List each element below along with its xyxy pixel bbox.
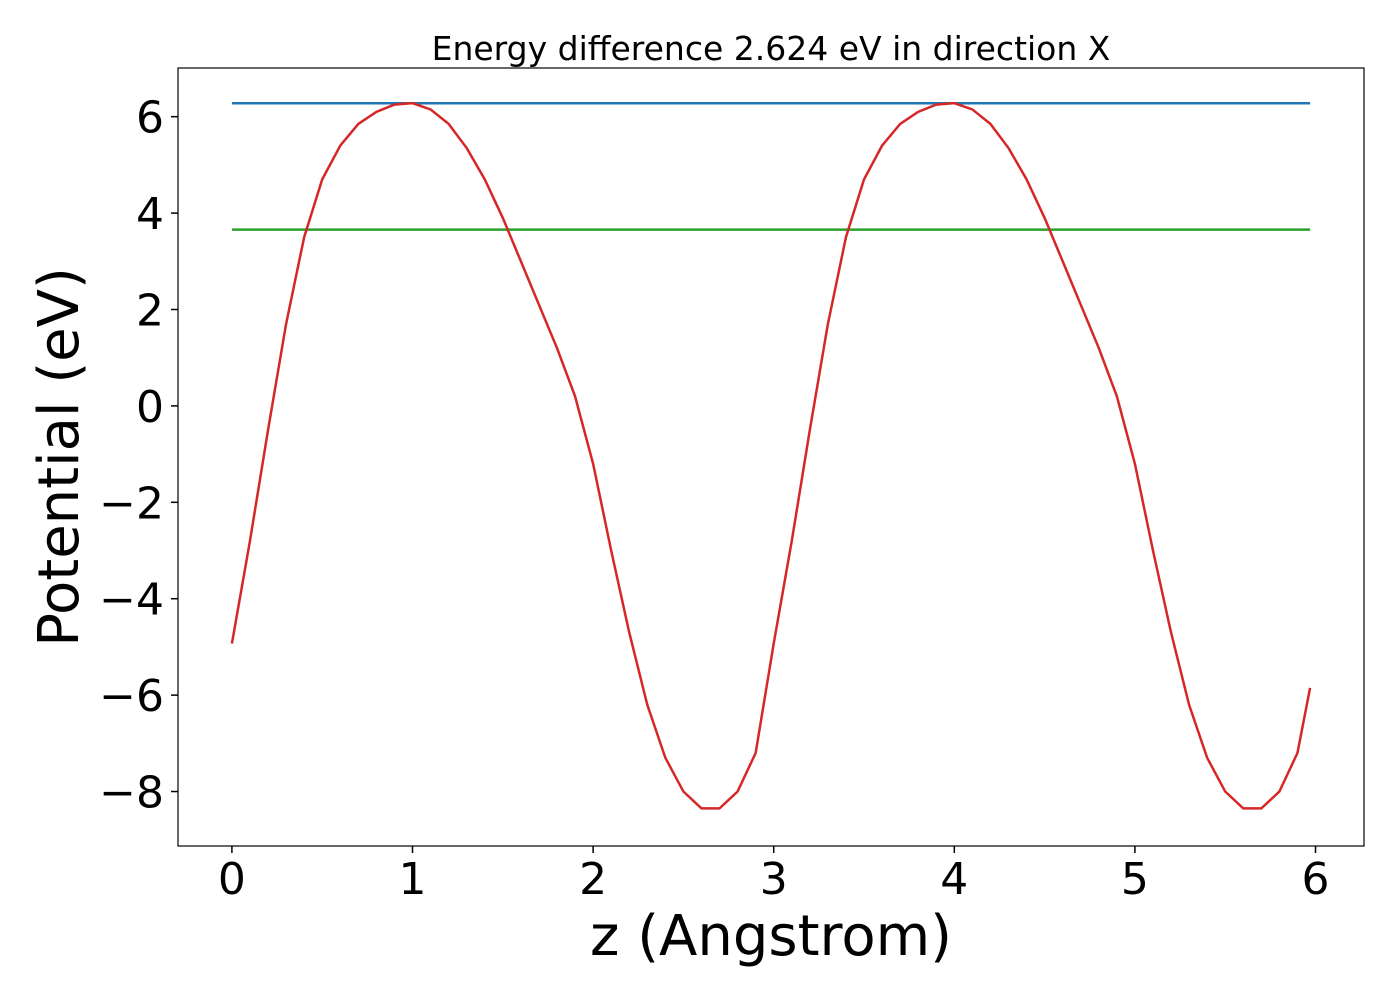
- x-tick-label: 4: [940, 854, 968, 905]
- y-tick-label: 4: [136, 189, 164, 240]
- y-tick-label: 0: [136, 382, 164, 433]
- y-tick-label: −6: [99, 671, 164, 722]
- x-tick-label: 3: [760, 854, 788, 905]
- x-tick-label: 0: [218, 854, 246, 905]
- x-tick-label: 2: [579, 854, 607, 905]
- line-series: [230, 101, 1312, 810]
- y-tick-label: 6: [136, 93, 164, 144]
- y-tick-label: −4: [99, 575, 164, 626]
- y-tick-label: −8: [99, 768, 164, 819]
- y-axis-label: Potential (eV): [27, 267, 92, 647]
- x-axis-label: z (Angstrom): [590, 904, 952, 969]
- chart-title: Energy difference 2.624 eV in direction …: [432, 29, 1111, 68]
- x-tick-label: 1: [399, 854, 427, 905]
- plot-frame: [177, 67, 1365, 847]
- y-tick-label: 2: [136, 285, 164, 336]
- x-tick-label: 6: [1302, 854, 1330, 905]
- x-tick-label: 5: [1121, 854, 1149, 905]
- y-tick-label: −2: [99, 478, 164, 529]
